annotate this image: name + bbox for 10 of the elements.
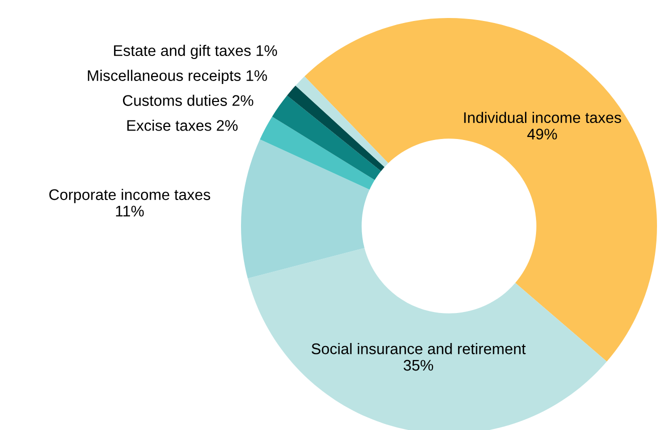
slice-label: Corporate income taxes (49, 188, 210, 204)
slice-label: Social insurance and retirement (312, 343, 526, 354)
slice-label: Estate and gift taxes 1% (114, 44, 278, 60)
data-label: 35% (404, 360, 434, 371)
data-label: 49% (527, 128, 557, 140)
slice-label: Miscellaneous receipts 1% (88, 70, 267, 84)
slice-label: Customs duties 2% (122, 94, 254, 106)
data-label: 11% (116, 206, 144, 216)
slice-label: Excise taxes 2% (127, 120, 238, 131)
slice-label: Individual income taxes (464, 112, 622, 124)
